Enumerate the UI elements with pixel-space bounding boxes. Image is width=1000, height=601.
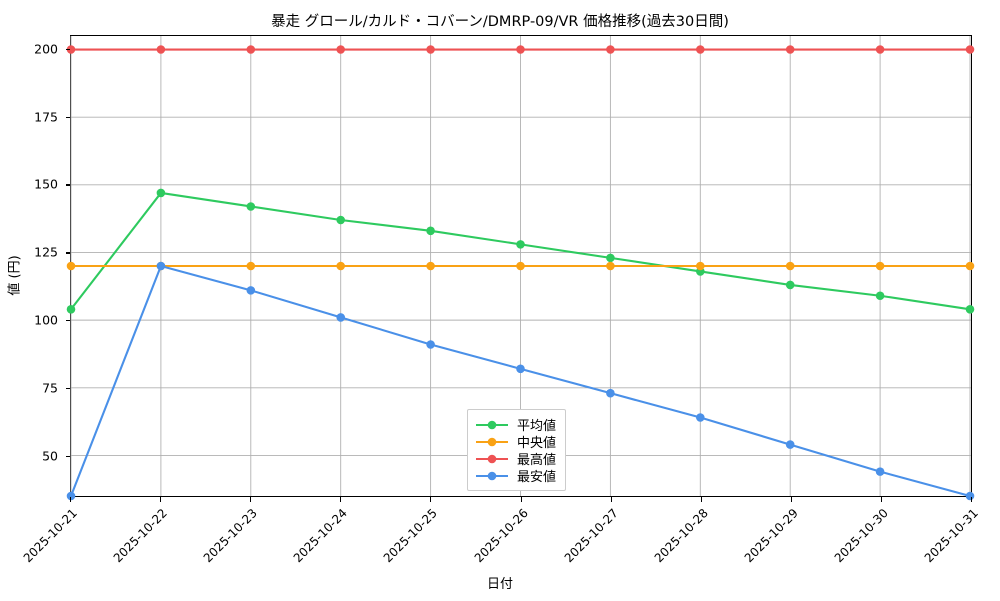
- y-tick-label: 125: [34, 244, 58, 260]
- data-point-marker: [66, 491, 76, 501]
- legend-item-4[interactable]: 最安値: [475, 467, 557, 485]
- legend-swatch: [476, 437, 508, 446]
- y-tick-mark: [65, 456, 70, 458]
- y-tick-mark: [65, 116, 70, 118]
- data-point-marker: [785, 280, 795, 290]
- data-point-marker: [246, 286, 256, 295]
- data-point-marker: [516, 261, 525, 271]
- y-tick-label: 75: [42, 380, 58, 396]
- data-point-marker: [875, 291, 885, 301]
- chart-title: 暴走 グロール/カルド・コバーン/DMRP-09/VR 価格推移(過去30日間): [271, 14, 729, 30]
- data-point-marker: [66, 305, 76, 314]
- legend-label: 中央値: [517, 436, 557, 451]
- x-tick-mark: [70, 497, 72, 502]
- x-tick-mark: [340, 497, 342, 502]
- data-point-marker: [785, 261, 795, 271]
- x-tick-mark: [700, 497, 702, 502]
- x-tick-mark: [610, 497, 612, 502]
- x-tick-mark: [250, 497, 252, 502]
- data-point-marker: [606, 388, 615, 398]
- data-point-marker: [246, 261, 256, 271]
- data-point-marker: [156, 261, 166, 271]
- data-point-marker: [965, 45, 975, 54]
- y-tick-label: 200: [34, 41, 58, 57]
- legend-item-1[interactable]: 平均値: [475, 416, 557, 434]
- y-tick-label: 175: [34, 109, 58, 125]
- data-point-marker: [606, 261, 615, 271]
- data-point-marker: [336, 261, 345, 271]
- x-axis-label: 日付: [486, 577, 513, 592]
- legend-swatch: [476, 420, 508, 429]
- y-tick-mark: [65, 252, 70, 254]
- data-point-marker: [875, 467, 885, 476]
- data-point-marker: [156, 188, 166, 198]
- x-tick-mark: [160, 497, 162, 502]
- data-point-marker: [426, 340, 435, 349]
- data-point-marker: [336, 45, 345, 54]
- data-point-marker: [606, 45, 615, 54]
- data-point-marker: [965, 305, 975, 314]
- x-tick-mark: [430, 497, 432, 502]
- legend-item-3[interactable]: 最高値: [475, 450, 557, 468]
- data-point-marker: [156, 45, 166, 54]
- data-point-marker: [336, 313, 345, 322]
- data-point-marker: [246, 202, 256, 211]
- data-point-marker: [875, 45, 885, 54]
- data-point-marker: [426, 45, 435, 54]
- chart-legend[interactable]: 平均値中央値最高値最安値: [467, 409, 567, 491]
- data-point-marker: [336, 215, 345, 225]
- x-tick-mark: [971, 497, 973, 502]
- data-point-marker: [426, 226, 435, 236]
- data-point-marker: [875, 261, 885, 271]
- x-axis-ticks: 2025-10-21 2025-10-22 2025-10-23 2025-10-24…: [0, 497, 1000, 597]
- data-point-marker: [696, 45, 705, 54]
- legend-label: 平均値: [517, 419, 557, 434]
- data-point-marker: [66, 45, 76, 54]
- y-axis-ticks: 50 75 100 125 150 175 200: [0, 35, 1000, 497]
- x-tick-mark: [790, 497, 792, 502]
- data-series-layer: [66, 45, 975, 501]
- data-point-marker: [426, 261, 435, 271]
- legend-label: 最安値: [517, 470, 557, 485]
- data-point-marker: [696, 261, 705, 271]
- data-point-marker: [66, 261, 76, 271]
- data-point-marker: [965, 261, 975, 271]
- legend-swatch: [476, 454, 508, 463]
- data-point-marker: [965, 491, 975, 501]
- y-tick-label: 100: [34, 312, 58, 328]
- legend-item-2[interactable]: 中央値: [475, 433, 557, 451]
- data-point-marker: [785, 45, 795, 54]
- legend-swatch: [476, 471, 508, 480]
- y-tick-mark: [65, 184, 70, 186]
- y-tick-label: 50: [42, 448, 58, 464]
- x-tick-mark: [880, 497, 882, 502]
- data-point-marker: [516, 364, 525, 374]
- x-tick-mark: [520, 497, 522, 502]
- y-tick-mark: [65, 388, 70, 390]
- y-tick-mark: [65, 320, 70, 322]
- data-point-marker: [606, 253, 615, 263]
- data-point-marker: [246, 45, 256, 54]
- legend-label: 最高値: [517, 453, 557, 468]
- data-point-marker: [785, 440, 795, 449]
- data-point-marker: [516, 240, 525, 249]
- data-point-marker: [696, 413, 705, 422]
- y-tick-label: 150: [34, 176, 58, 192]
- data-point-marker: [516, 45, 525, 54]
- y-tick-mark: [65, 48, 70, 50]
